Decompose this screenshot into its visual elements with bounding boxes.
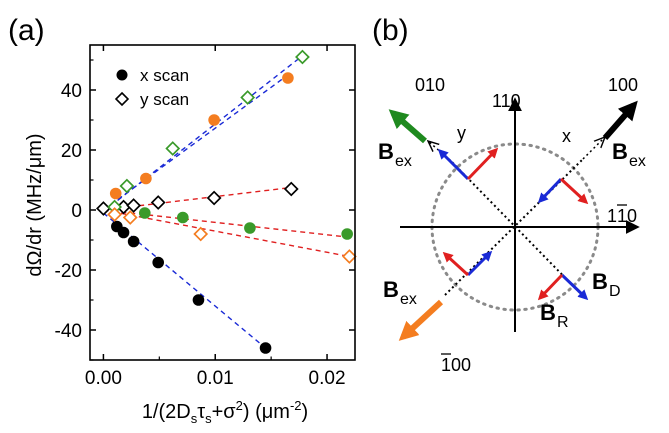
y-tick-label: 40 <box>61 81 82 102</box>
x-tick-label: 0.01 <box>197 368 234 389</box>
diagram-b: 110 100 010 1 1 0 1 00 x y B ex B ex B e… <box>378 75 646 375</box>
point-series-0-1 <box>117 226 130 239</box>
legend-label-x-scan: x scan <box>140 66 189 85</box>
fit-line-series-2 <box>103 74 289 211</box>
point-series-5-0 <box>107 207 123 222</box>
legend: x scan y scan <box>114 66 189 109</box>
br-arrow-lower-left <box>442 251 470 277</box>
legend-label-y-scan: y scan <box>140 90 189 109</box>
point-series-1-2 <box>126 198 142 213</box>
point-series-1-4 <box>206 190 222 206</box>
svg-text:ex: ex <box>395 153 412 170</box>
point-series-3-4 <box>295 49 310 65</box>
panel-label-a: (a) <box>8 14 45 47</box>
point-series-0-5 <box>259 342 272 354</box>
point-series-2-0 <box>109 187 122 200</box>
y-axis-label: dΩ/dr (MHz/μm) <box>24 133 46 276</box>
point-series-4-3 <box>341 228 353 240</box>
point-series-2-1 <box>140 172 152 185</box>
bex-arrow-010 <box>388 109 427 144</box>
y-tick-label: 20 <box>61 141 82 162</box>
point-series-1-5 <box>283 181 299 197</box>
x-axis-label: 1/(2Dsτs+σ2) (μm-2) <box>142 398 308 426</box>
point-series-5-1 <box>122 210 138 225</box>
label-bex-100: B ex <box>612 139 646 170</box>
svg-text:1: 1 <box>617 206 627 226</box>
svg-text:B: B <box>540 300 556 325</box>
legend-marker-y-scan <box>114 91 130 107</box>
svg-text:B: B <box>592 269 608 294</box>
fit-line-series-3 <box>102 53 306 213</box>
label-bar100: 1 00 <box>441 353 471 375</box>
y-tick-label: 0 <box>71 201 82 222</box>
bex-arrow-bar100 <box>398 299 444 341</box>
label-x: x <box>562 126 571 146</box>
svg-text:1: 1 <box>607 206 617 226</box>
point-series-4-0 <box>138 207 151 219</box>
point-series-5-2 <box>193 226 209 242</box>
diag-y-scan-line <box>449 159 584 297</box>
point-series-1-0 <box>96 201 111 216</box>
fit-line-series-0 <box>102 212 266 349</box>
y-tick-label: -40 <box>55 321 82 342</box>
y-axis-ticks: -40 -20 0 20 40 <box>55 59 355 361</box>
x-tick-label: 0.02 <box>309 368 346 389</box>
data-points <box>96 49 357 354</box>
svg-text:B: B <box>612 139 628 164</box>
y-tick-label: -20 <box>55 261 82 282</box>
bd-arrow-lower-right <box>560 273 589 301</box>
chart-a: 0.00 0.01 0.02 -40 -20 0 20 40 x scan y scan d… <box>24 44 357 426</box>
svg-text:0: 0 <box>627 206 637 226</box>
svg-text:D: D <box>609 283 621 300</box>
point-series-5-3 <box>342 249 357 264</box>
point-series-1-3 <box>150 195 166 210</box>
plot-frame <box>89 44 356 361</box>
svg-text:ex: ex <box>400 291 417 308</box>
svg-text:B: B <box>383 277 399 302</box>
label-bd: B D <box>592 269 621 300</box>
bd-arrow-upper-left <box>437 148 470 181</box>
point-series-2-2 <box>208 114 220 126</box>
svg-text:00: 00 <box>451 355 471 375</box>
label-110: 110 <box>492 91 521 111</box>
label-bex-bar100: B ex <box>383 277 417 308</box>
svg-text:ex: ex <box>629 153 646 170</box>
label-100: 100 <box>608 75 638 95</box>
label-bex-010: B ex <box>378 139 412 170</box>
br-arrow-upper-left <box>466 147 499 181</box>
point-series-2-3 <box>282 72 294 84</box>
svg-text:R: R <box>557 314 569 331</box>
point-series-0-2 <box>127 235 140 248</box>
bd-arrow-lower-left <box>466 250 493 277</box>
bex-arrow-100 <box>602 100 638 140</box>
label-y: y <box>457 123 466 143</box>
point-series-0-3 <box>152 256 165 269</box>
br-arrow-lower-right <box>537 273 564 301</box>
label-1-10: 1 1 0 <box>607 204 637 226</box>
x-direction-arrow <box>582 137 605 160</box>
bd-arrow-upper-right <box>537 177 563 204</box>
point-series-3-1 <box>119 178 135 194</box>
label-br: B R <box>540 300 569 331</box>
point-series-3-2 <box>165 141 181 156</box>
legend-marker-x-scan <box>116 69 128 81</box>
point-series-3-3 <box>240 90 256 105</box>
point-series-4-1 <box>177 211 189 224</box>
br-arrow-upper-right <box>559 177 589 205</box>
panel-label-b: (b) <box>372 14 409 47</box>
point-series-0-4 <box>192 294 205 306</box>
fit-line-series-5 <box>103 209 350 258</box>
svg-text:B: B <box>378 139 394 164</box>
point-series-4-2 <box>244 222 256 234</box>
svg-text:1: 1 <box>441 355 451 375</box>
x-axis-ticks: 0.00 0.01 0.02 <box>85 45 346 389</box>
label-010: 010 <box>415 75 445 95</box>
x-tick-label: 0.00 <box>85 368 122 389</box>
